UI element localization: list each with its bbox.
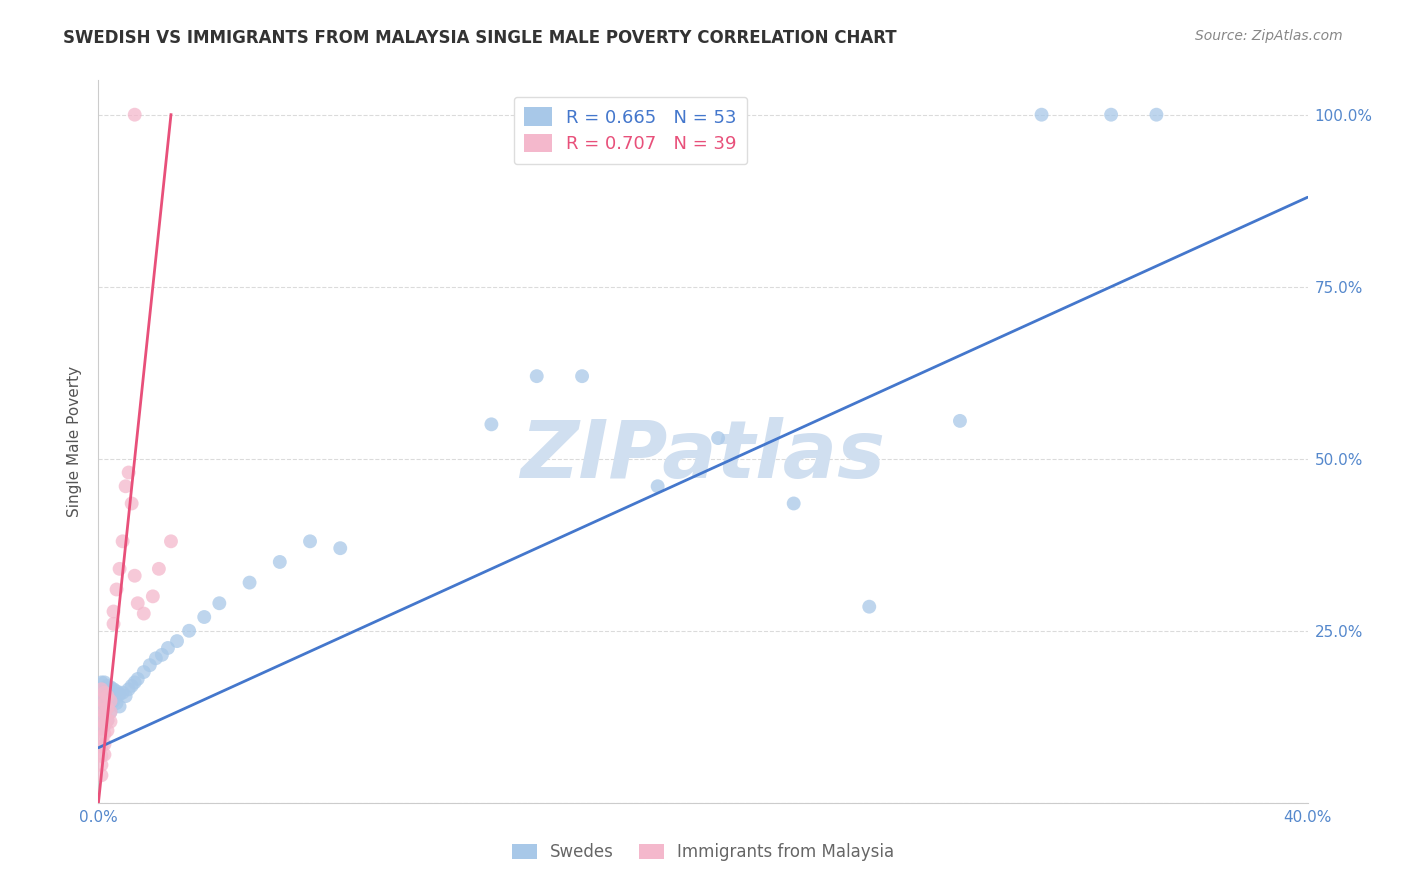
Point [100, 705, 122, 719]
Point [90, 768, 112, 782]
Legend: R = 0.665   N = 53, R = 0.707   N = 39: R = 0.665 N = 53, R = 0.707 N = 39 [513, 96, 748, 164]
Point [1099, 108, 1122, 122]
Point [90, 713, 112, 727]
Point [93, 737, 115, 751]
Point [90, 692, 112, 706]
Point [96, 713, 118, 727]
Point [124, 568, 146, 582]
Point [526, 369, 548, 384]
Point [100, 680, 122, 694]
Point [100, 694, 122, 708]
Point [127, 672, 149, 686]
Point [160, 534, 183, 549]
Point [118, 682, 141, 697]
Point [90, 686, 112, 700]
Point [90, 696, 112, 710]
Point [100, 692, 122, 706]
Point [299, 534, 322, 549]
Point [132, 665, 155, 679]
Point [148, 562, 170, 576]
Text: SWEDISH VS IMMIGRANTS FROM MALAYSIA SINGLE MALE POVERTY CORRELATION CHART: SWEDISH VS IMMIGRANTS FROM MALAYSIA SING… [63, 29, 897, 46]
Point [127, 596, 149, 610]
Legend: Swedes, Immigrants from Malaysia: Swedes, Immigrants from Malaysia [505, 837, 901, 868]
Point [93, 719, 115, 733]
Point [193, 610, 215, 624]
Point [111, 686, 134, 700]
Point [105, 696, 128, 710]
Point [121, 679, 143, 693]
Point [90, 739, 112, 754]
Point [145, 651, 167, 665]
Point [114, 689, 136, 703]
Point [150, 648, 173, 662]
Point [481, 417, 503, 432]
Point [103, 694, 125, 708]
Point [96, 701, 118, 715]
Point [156, 640, 179, 655]
Point [93, 687, 115, 701]
Point [90, 706, 112, 721]
Point [103, 682, 125, 697]
Point [90, 675, 112, 690]
Point [142, 590, 165, 604]
Point [269, 555, 291, 569]
Point [93, 716, 115, 731]
Point [93, 747, 115, 762]
Point [121, 496, 143, 510]
Point [105, 684, 128, 698]
Point [124, 675, 146, 690]
Point [96, 713, 118, 727]
Point [239, 575, 262, 590]
Point [90, 703, 112, 717]
Point [90, 682, 112, 697]
Point [179, 624, 201, 638]
Point [93, 727, 115, 741]
Point [166, 634, 188, 648]
Point [114, 479, 136, 493]
Point [100, 705, 122, 719]
Point [100, 714, 122, 729]
Point [96, 679, 118, 693]
Point [124, 108, 146, 122]
Point [90, 722, 112, 736]
Point [93, 707, 115, 722]
Point [93, 686, 115, 700]
Point [93, 698, 115, 712]
Point [93, 706, 115, 721]
Point [118, 466, 141, 480]
Point [949, 414, 972, 428]
Point [1031, 108, 1053, 122]
Point [93, 696, 115, 710]
Point [108, 562, 131, 576]
Point [90, 731, 112, 745]
Point [647, 479, 669, 493]
Point [90, 749, 112, 764]
Point [1144, 108, 1167, 122]
Point [103, 605, 125, 619]
Point [96, 701, 118, 715]
Point [783, 496, 806, 510]
Point [96, 689, 118, 703]
Point [571, 369, 593, 384]
Text: Source: ZipAtlas.com: Source: ZipAtlas.com [1195, 29, 1343, 43]
Point [105, 582, 128, 597]
Point [93, 675, 115, 690]
Point [707, 431, 730, 445]
Point [103, 616, 125, 631]
Point [111, 534, 134, 549]
Text: ZIPatlas: ZIPatlas [520, 417, 886, 495]
Point [329, 541, 352, 556]
Point [96, 689, 118, 703]
Y-axis label: Single Male Poverty: Single Male Poverty [67, 366, 83, 517]
Point [108, 699, 131, 714]
Point [108, 687, 131, 701]
Point [96, 723, 118, 738]
Point [208, 596, 231, 610]
Point [90, 716, 112, 731]
Point [90, 758, 112, 772]
Point [858, 599, 880, 614]
Point [132, 607, 155, 621]
Point [139, 658, 162, 673]
